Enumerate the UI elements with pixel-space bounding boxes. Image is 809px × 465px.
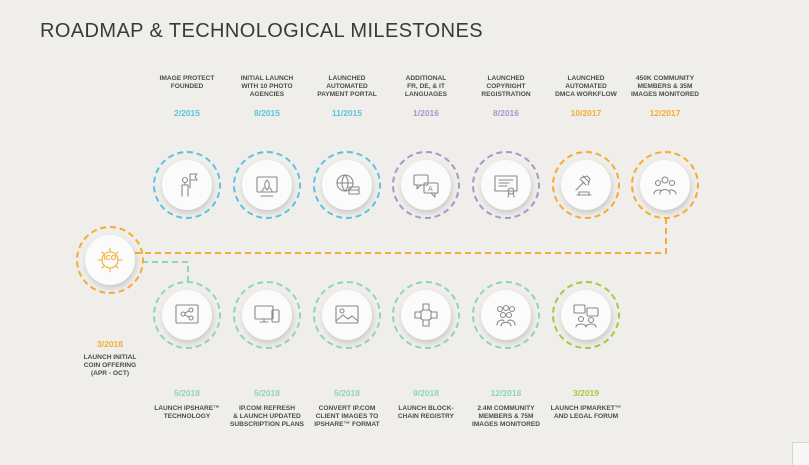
blockchain-icon (414, 303, 438, 327)
top-milestone-3-date: 11/2015 (331, 108, 363, 118)
bottom-milestone-1-label: LAUNCH IPSHARE™ TECHNOLOGY (154, 405, 220, 421)
top-milestone-1-node-disc (162, 160, 212, 210)
certificate-icon (494, 175, 518, 198)
rocket-launch-icon (256, 176, 278, 197)
bottom-milestone-4-date: 9/2018 (413, 388, 439, 398)
top-milestone-1-label: IMAGE PROTECT FOUNDED (159, 75, 215, 91)
top-milestone-3-label: LAUNCHED AUTOMATED PAYMENT PORTAL (317, 75, 377, 99)
bottom-milestone-4-node (392, 281, 460, 349)
bottom-milestone-3-date: 5/2018 (334, 388, 360, 398)
top-milestone-1-node (153, 151, 221, 219)
image-icon (335, 305, 359, 324)
top-milestone-7-date: 12/2017 (649, 108, 681, 118)
bottom-milestone-5-label: 2.4M COMMUNITY MEMBERS & 75M IMAGES MONI… (471, 405, 541, 429)
top-milestone-1-date: 2/2015 (174, 108, 200, 118)
top-milestone-5-node (472, 151, 540, 219)
top-milestone-7-node (631, 151, 699, 219)
top-milestone-6-label: LAUNCHED AUTOMATED DMCA WORKFLOW (555, 75, 617, 99)
top-milestone-2-node-disc (242, 160, 292, 210)
ico-coin-icon (97, 247, 123, 273)
globe-payment-icon (336, 174, 360, 195)
top-milestone-3-node (313, 151, 381, 219)
bottom-milestone-1-node-disc (162, 290, 212, 340)
ico-milestone-label: LAUNCH INITIAL COIN OFFERING (APR - OCT) (83, 354, 137, 378)
bottom-milestone-5-date: 12/2018 (490, 388, 522, 398)
bottom-milestone-6-label: LAUNCH IPMARKET™ AND LEGAL FORUM (550, 405, 622, 421)
top-milestone-7-label: 450K COMMUNITY MEMBERS & 35M IMAGES MONI… (630, 75, 700, 99)
ico-milestone-node: ICO (76, 226, 144, 294)
top-milestone-7-node-disc (640, 160, 690, 210)
speech-bubbles-icon: A (413, 174, 439, 198)
community-icon (653, 176, 677, 195)
ico-to-top-connector (115, 218, 667, 254)
bottom-milestone-5-node (472, 281, 540, 349)
svg-text:A: A (428, 185, 433, 193)
bottom-milestone-2-label: IP.COM REFRESH & LAUNCH UPDATED SUBSCRIP… (229, 405, 304, 429)
top-milestone-4-label: ADDITIONAL FR, DE, & IT LANGUAGES (404, 75, 448, 99)
top-milestone-4-node-disc: A (401, 160, 451, 210)
top-milestone-5-date: 8/2016 (493, 108, 519, 118)
ico-node-disc: ICO (85, 235, 135, 285)
bottom-milestone-1-node (153, 281, 221, 349)
scroll-corner (792, 442, 809, 465)
bottom-milestone-6-date: 3/2019 (573, 388, 599, 398)
bottom-milestone-4-node-disc (401, 290, 451, 340)
bottom-milestone-2-node-disc (242, 290, 292, 340)
crowd-icon (496, 304, 516, 327)
top-milestone-2-label: INITIAL LAUNCH WITH 10 PHOTO AGENCIES (240, 75, 294, 99)
bottom-milestone-6-node-disc (561, 290, 611, 340)
bottom-milestone-5-node-disc (481, 290, 531, 340)
top-milestone-2-date: 8/2015 (254, 108, 280, 118)
ico-milestone-date: 3/2018 (97, 339, 123, 349)
ico-to-bottom-connector (142, 261, 189, 282)
bottom-milestone-3-node-disc (322, 290, 372, 340)
page-title: ROADMAP & TECHNOLOGICAL MILESTONES (40, 20, 483, 42)
top-milestone-2-node (233, 151, 301, 219)
bottom-milestone-3-node (313, 281, 381, 349)
top-milestone-6-node (552, 151, 620, 219)
devices-icon (254, 305, 280, 323)
forum-icon (573, 304, 599, 328)
top-milestone-4-date: 1/2016 (413, 108, 439, 118)
top-milestone-4-node: A (392, 151, 460, 219)
person-flag-icon (181, 173, 198, 197)
bottom-milestone-3-label: CONVERT IP.COM CLIENT IMAGES TO IPSHARE™… (314, 405, 380, 429)
bottom-milestone-2-date: 5/2018 (254, 388, 280, 398)
top-milestone-5-node-disc (481, 160, 531, 210)
bottom-milestone-1-date: 5/2018 (174, 388, 200, 398)
bottom-milestone-6-node (552, 281, 620, 349)
bottom-milestone-4-label: LAUNCH BLOCK- CHAIN REGISTRY (397, 405, 455, 421)
gavel-icon (575, 175, 592, 196)
top-milestone-6-node-disc (561, 160, 611, 210)
top-milestone-5-label: LAUNCHED COPYRIGHT REGISTRATION (481, 75, 531, 99)
bottom-milestone-2-node (233, 281, 301, 349)
ico-coin-text: ICO (103, 255, 117, 262)
share-icon (175, 304, 199, 324)
top-milestone-3-node-disc (322, 160, 372, 210)
top-milestone-6-date: 10/2017 (570, 108, 602, 118)
